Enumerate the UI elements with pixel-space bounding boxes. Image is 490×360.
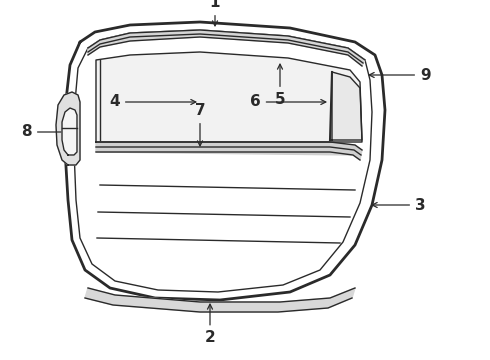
Polygon shape (56, 92, 80, 165)
Text: 7: 7 (195, 103, 205, 146)
Text: 2: 2 (205, 304, 216, 346)
Text: 1: 1 (210, 0, 220, 26)
Text: 3: 3 (372, 198, 426, 212)
Text: 8: 8 (22, 125, 76, 139)
Text: 9: 9 (369, 68, 431, 82)
Polygon shape (62, 108, 77, 155)
Polygon shape (85, 288, 355, 312)
Text: 5: 5 (275, 64, 285, 107)
Polygon shape (88, 30, 365, 66)
Polygon shape (96, 52, 362, 142)
Text: 4: 4 (109, 94, 196, 109)
Polygon shape (332, 72, 362, 140)
Text: 6: 6 (250, 94, 326, 109)
Polygon shape (96, 142, 362, 160)
